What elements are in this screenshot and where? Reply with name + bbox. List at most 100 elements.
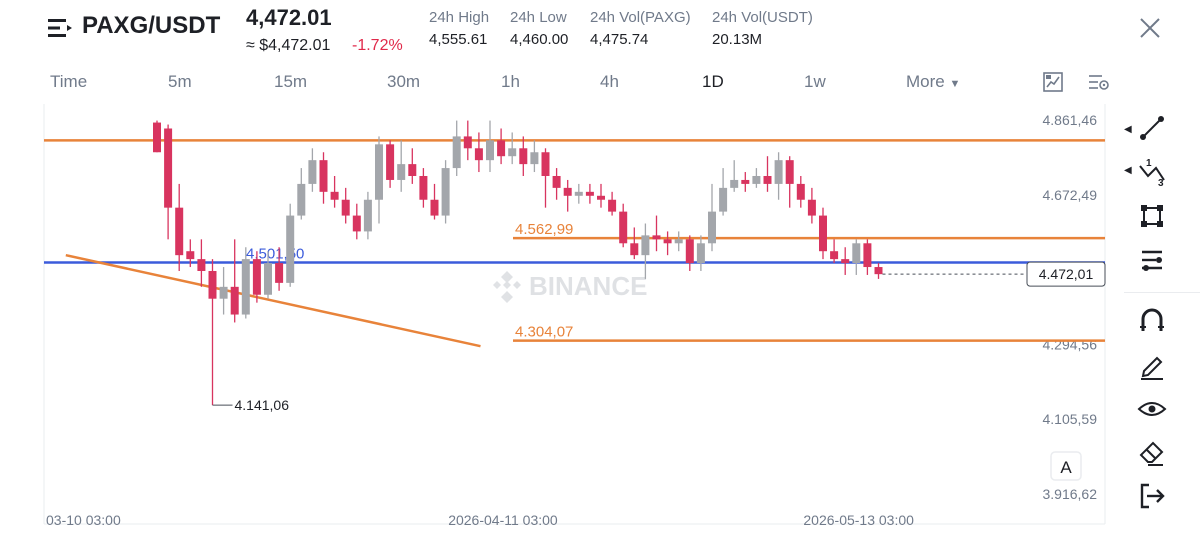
- tab-15m[interactable]: 15m: [274, 72, 308, 91]
- candle-body: [486, 140, 494, 161]
- candle-body: [519, 148, 528, 165]
- tab-time[interactable]: Time: [50, 72, 88, 91]
- last-price: 4,472.01: [246, 5, 332, 30]
- price-change: -1.72%: [352, 37, 403, 54]
- indicator-list-icon[interactable]: [1136, 244, 1168, 276]
- candle-body: [785, 160, 794, 184]
- candle-body: [386, 144, 395, 180]
- stat-label-vol-quote: 24h Vol(USDT): [712, 9, 813, 26]
- candle-body: [530, 152, 539, 165]
- candle-body: [175, 207, 184, 256]
- expand-arrow-icon[interactable]: ◀: [1124, 165, 1132, 176]
- candle-body: [630, 243, 639, 256]
- fib-icon[interactable]: 1 3: [1136, 156, 1168, 188]
- magnet-icon[interactable]: [1136, 305, 1168, 337]
- price-usd: ≈ $4,472.01: [246, 37, 331, 54]
- rectangle-icon[interactable]: [1136, 200, 1168, 232]
- stat-value-vol-quote: 20.13M: [712, 31, 763, 48]
- candle-body: [219, 286, 228, 299]
- exit-icon[interactable]: [1136, 480, 1168, 512]
- candle-body: [408, 164, 417, 176]
- close-icon[interactable]: [1136, 14, 1164, 42]
- candle-body: [752, 175, 761, 184]
- y-tick-label: 4.672,49: [1043, 187, 1098, 203]
- tab-4h[interactable]: 4h: [600, 72, 619, 91]
- stat-value-high: 4,555.61: [429, 31, 488, 48]
- candle-body: [619, 211, 628, 244]
- candle-body: [696, 243, 705, 264]
- candle-body: [197, 259, 206, 271]
- candle-body: [241, 259, 250, 315]
- current-price-label: 4.472,01: [1039, 266, 1094, 282]
- candle-body: [508, 148, 517, 157]
- candle-body: [330, 191, 339, 200]
- tab-30m[interactable]: 30m: [387, 72, 421, 91]
- watermark-text: BINANCE: [529, 271, 647, 301]
- expand-arrow-icon[interactable]: ◀: [1124, 124, 1132, 135]
- auto-scale-label[interactable]: A: [1060, 458, 1072, 477]
- candle-body: [774, 160, 783, 184]
- menu-icon[interactable]: [48, 16, 72, 40]
- candle-body: [441, 168, 450, 216]
- candle-body: [574, 191, 583, 196]
- candle-body: [874, 267, 883, 275]
- candle-body: [796, 183, 805, 200]
- tab-1w[interactable]: 1w: [804, 72, 826, 91]
- eye-icon[interactable]: [1136, 393, 1168, 425]
- candle-body: [208, 270, 217, 299]
- candle-body: [597, 195, 605, 200]
- candle-body: [430, 199, 439, 216]
- tab-1h[interactable]: 1h: [501, 72, 520, 91]
- pencil-icon[interactable]: [1136, 349, 1168, 381]
- candle-body: [252, 259, 261, 295]
- low-marker-label: 4.141,06: [235, 397, 290, 413]
- y-tick-label: 4.861,46: [1043, 112, 1098, 128]
- candle-body: [363, 199, 372, 232]
- candle-body: [841, 259, 850, 264]
- candle-body: [397, 164, 406, 180]
- trend-line-icon[interactable]: [1136, 112, 1168, 144]
- candle-body: [685, 239, 694, 264]
- candle-body: [730, 179, 739, 188]
- x-tick-label: 2026-05-13 03:00: [803, 512, 914, 528]
- y-tick-label: 4.294,56: [1043, 336, 1098, 352]
- candle-body: [741, 179, 750, 184]
- candle-body: [264, 263, 272, 295]
- pair-title[interactable]: PAXG/USDT: [82, 12, 221, 39]
- candle-body: [585, 191, 594, 196]
- x-tick-label: 2026-04-11 03:00: [448, 512, 558, 528]
- candle-body: [352, 215, 361, 232]
- candle-body: [474, 148, 483, 161]
- candle-body: [319, 160, 328, 192]
- candle-body: [708, 211, 716, 244]
- tab-5m[interactable]: 5m: [168, 72, 192, 91]
- indicator-settings-icon[interactable]: [1086, 70, 1110, 94]
- price-chart[interactable]: BINANCE4.861,464.672,494.483,524.294,564…: [0, 96, 1120, 540]
- candle-body: [230, 286, 239, 315]
- candle-body: [663, 239, 672, 244]
- candle-body: [807, 199, 816, 216]
- candle-body: [497, 140, 506, 157]
- auto-scale-button[interactable]: [1050, 451, 1082, 481]
- candle-body: [852, 243, 861, 264]
- chart-settings-icon[interactable]: [1041, 70, 1065, 94]
- candle-body: [186, 251, 195, 260]
- eraser-icon[interactable]: [1136, 437, 1168, 469]
- svg-text:1: 1: [1146, 158, 1152, 169]
- stat-value-vol-base: 4,475.74: [590, 31, 649, 48]
- candle-body: [452, 136, 461, 169]
- candle-body: [608, 199, 617, 212]
- candle-body: [552, 175, 561, 188]
- candle-body: [164, 128, 173, 208]
- candle-body: [463, 136, 472, 149]
- tab-more[interactable]: More ▼: [906, 72, 960, 92]
- candle-body: [297, 183, 306, 216]
- candle-body: [719, 187, 728, 212]
- level-4562-label: 4.562,99: [515, 221, 573, 238]
- x-tick-label: 03-10 03:00: [46, 512, 121, 528]
- candle-body: [419, 175, 428, 200]
- stat-value-low: 4,460.00: [510, 31, 569, 48]
- tab-more-label: More: [906, 72, 945, 91]
- tab-1d[interactable]: 1D: [702, 72, 724, 91]
- svg-text:3: 3: [1158, 178, 1164, 188]
